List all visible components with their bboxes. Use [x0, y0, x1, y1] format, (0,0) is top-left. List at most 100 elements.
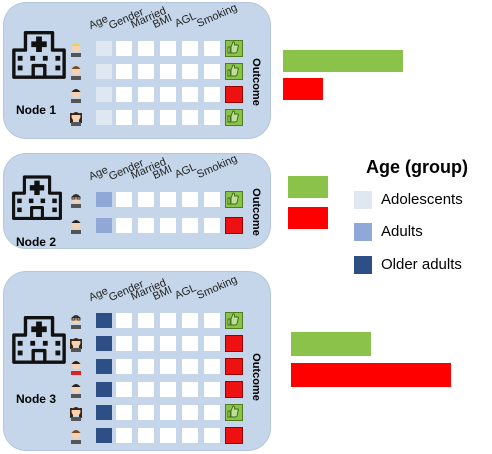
long-hair-person-icon — [67, 108, 85, 126]
feature-cell — [204, 192, 220, 207]
feature-cell — [138, 110, 154, 125]
feature-cell — [138, 336, 154, 351]
column-label-smoking: Smoking — [195, 273, 240, 302]
feature-cell — [182, 382, 198, 397]
feature-cell — [160, 428, 176, 443]
column-label-agl: AGL — [173, 10, 199, 30]
feature-cell — [138, 359, 154, 374]
feature-cell — [182, 87, 198, 102]
feature-cell — [204, 359, 220, 374]
node-1-bad-outcome-bar — [283, 78, 323, 100]
dark-hair-person-icon — [67, 85, 85, 103]
long-hair-person-icon — [67, 334, 85, 352]
feature-cell — [182, 192, 198, 207]
legend-swatch-adults — [354, 223, 372, 241]
feature-cell — [116, 87, 132, 102]
feature-cell — [182, 405, 198, 420]
age-cell — [96, 313, 112, 328]
feature-cell — [116, 218, 132, 233]
feature-cell — [182, 64, 198, 79]
column-label-age: Age — [87, 285, 110, 304]
legend-label-adolescents: Adolescents — [381, 191, 463, 208]
feature-cell — [182, 41, 198, 56]
age-cell — [96, 218, 112, 233]
feature-cell — [116, 405, 132, 420]
legend-swatch-adolescents — [354, 191, 372, 209]
feature-cell — [204, 428, 220, 443]
outcome-negative-cell — [226, 87, 242, 102]
node-1-panel: Node 1 Age Gender Married BMI AGL Smoking Outco… — [4, 1, 270, 138]
feature-cell — [116, 336, 132, 351]
feature-cell — [138, 313, 154, 328]
outcome-label: Outcome — [249, 353, 262, 401]
feature-cell — [182, 313, 198, 328]
outcome-negative-cell — [226, 359, 242, 374]
column-label-age: Age — [87, 164, 110, 183]
feature-cell — [182, 359, 198, 374]
feature-cell — [204, 382, 220, 397]
feature-cell — [138, 405, 154, 420]
outcome-positive-thumbs-up-icon — [226, 405, 242, 420]
feature-cell — [182, 336, 198, 351]
hospital-icon — [10, 168, 64, 227]
feature-cell — [160, 64, 176, 79]
outcome-positive-thumbs-up-icon — [226, 64, 242, 79]
dark-hair-person-icon — [67, 216, 85, 234]
feature-cell — [116, 428, 132, 443]
feature-cell — [138, 87, 154, 102]
feature-cell — [138, 382, 154, 397]
node-3-good-outcome-bar — [291, 332, 371, 356]
feature-cell — [160, 336, 176, 351]
legend-swatch-older-adults — [354, 256, 372, 274]
node-2-panel: Node 2 Age Gender Married BMI AGL Smoking Outco… — [4, 152, 270, 249]
feature-cell — [160, 87, 176, 102]
feature-cell — [204, 64, 220, 79]
feature-cell — [116, 192, 132, 207]
age-cell — [96, 359, 112, 374]
age-cell — [96, 405, 112, 420]
column-label-agl: AGL — [173, 161, 199, 181]
feature-cell — [182, 110, 198, 125]
age-cell — [96, 87, 112, 102]
feature-cell — [204, 218, 220, 233]
feature-cell — [116, 382, 132, 397]
feature-cell — [160, 405, 176, 420]
node-label: Node 3 — [15, 392, 56, 406]
age-cell — [96, 192, 112, 207]
dark-hair-person-icon — [67, 380, 85, 398]
long-hair-person-icon — [67, 403, 85, 421]
outcome-positive-thumbs-up-icon — [226, 41, 242, 56]
feature-cell — [138, 64, 154, 79]
feature-cell — [160, 192, 176, 207]
feature-cell — [138, 192, 154, 207]
outcome-negative-cell — [226, 336, 242, 351]
outcome-negative-cell — [226, 218, 242, 233]
outcome-label: Outcome — [249, 58, 262, 106]
hospital-icon — [10, 23, 68, 86]
age-cell — [96, 428, 112, 443]
age-cell — [96, 382, 112, 397]
feature-cell — [160, 41, 176, 56]
feature-cell — [160, 313, 176, 328]
outcome-positive-thumbs-up-icon — [226, 313, 242, 328]
feature-cell — [204, 110, 220, 125]
mustache-person-icon — [67, 311, 85, 329]
column-label-age: Age — [87, 13, 110, 32]
legend-title: Age (group) — [366, 157, 468, 177]
brown-hair-person-icon — [67, 62, 85, 80]
outcome-positive-thumbs-up-icon — [226, 192, 242, 207]
brown-hair-person-icon — [67, 426, 85, 444]
outcome-negative-cell — [226, 428, 242, 443]
feature-cell — [182, 218, 198, 233]
feature-cell — [204, 87, 220, 102]
age-cell — [96, 336, 112, 351]
feature-cell — [116, 110, 132, 125]
feature-cell — [116, 359, 132, 374]
node-1-good-outcome-bar — [283, 50, 403, 72]
blonde-person-icon — [67, 39, 85, 57]
hospital-icon — [10, 308, 68, 371]
column-label-agl: AGL — [173, 282, 199, 302]
feature-cell — [204, 336, 220, 351]
glasses-person-icon — [67, 190, 85, 208]
feature-cell — [182, 428, 198, 443]
